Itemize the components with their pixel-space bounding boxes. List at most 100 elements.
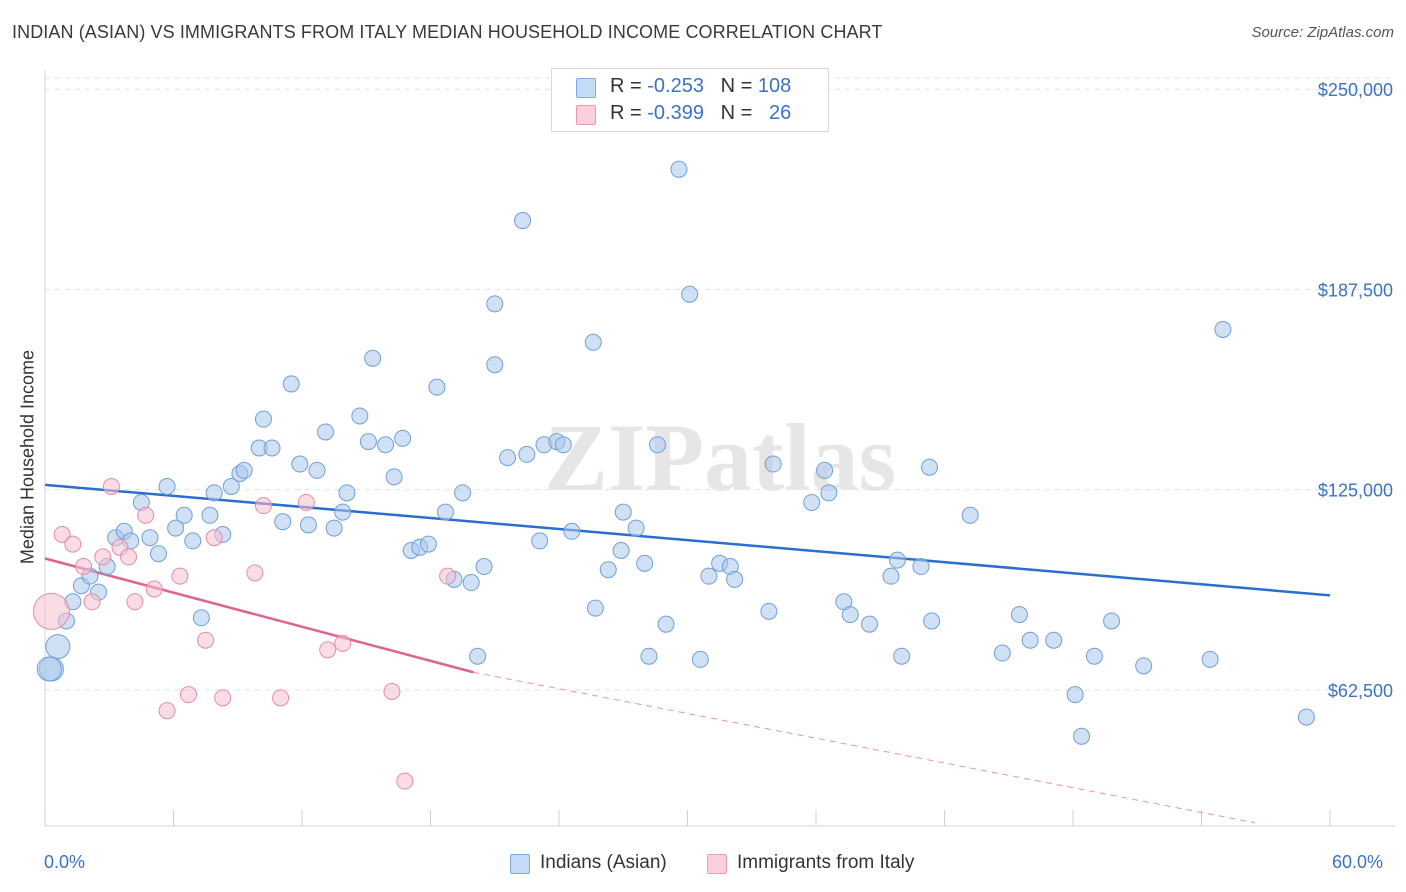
- data-point-italy: [272, 689, 290, 707]
- data-point-indians: [469, 647, 487, 665]
- data-point-indians: [486, 295, 504, 313]
- data-point-indians: [614, 503, 632, 521]
- data-point-indians: [377, 436, 395, 454]
- data-point-indians: [1010, 606, 1028, 624]
- legend-r-label: R =: [610, 75, 642, 97]
- data-point-indians: [518, 445, 536, 463]
- data-point-indians: [175, 506, 193, 524]
- data-point-italy: [145, 580, 163, 598]
- data-point-indians: [649, 436, 667, 454]
- data-point-indians: [681, 285, 699, 303]
- data-point-indians: [385, 468, 403, 486]
- data-point-indians: [364, 349, 382, 367]
- data-point-indians: [299, 516, 317, 534]
- data-point-indians: [338, 484, 356, 502]
- data-point-indians: [475, 558, 493, 576]
- legend-r-value: -0.253: [647, 75, 704, 97]
- data-point-indians: [961, 506, 979, 524]
- data-point-indians: [462, 574, 480, 592]
- data-point-indians: [201, 506, 219, 524]
- data-point-indians: [1066, 686, 1084, 704]
- data-point-italy: [171, 567, 189, 585]
- data-point-indians: [514, 212, 532, 230]
- data-point-indians: [351, 407, 369, 425]
- data-point-indians: [282, 375, 300, 393]
- data-point-indians: [36, 656, 62, 682]
- data-point-indians: [263, 439, 281, 457]
- data-point-indians: [912, 558, 930, 576]
- data-point-indians: [308, 461, 326, 479]
- data-point-indians: [636, 554, 654, 572]
- legend-r-label: R =: [610, 102, 642, 124]
- data-point-indians: [1021, 631, 1039, 649]
- data-point-italy: [319, 641, 337, 659]
- correlation-legend: R = -0.253 N = 108 R = -0.399 N = 26: [551, 68, 829, 132]
- data-point-italy: [32, 592, 70, 630]
- data-point-indians: [563, 522, 581, 540]
- data-point-indians: [167, 519, 185, 537]
- data-point-italy: [64, 535, 82, 553]
- data-point-indians: [158, 477, 176, 495]
- legend-swatch-pink: [576, 105, 596, 125]
- data-point-indians: [531, 532, 549, 550]
- legend-n-value: 108: [757, 75, 792, 97]
- data-point-italy: [75, 558, 93, 576]
- legend-r-value: -0.399: [647, 102, 704, 124]
- data-point-indians: [499, 449, 517, 467]
- data-point-indians: [274, 513, 292, 531]
- data-point-indians: [254, 410, 272, 428]
- data-point-indians: [584, 333, 602, 351]
- data-point-indians: [760, 602, 778, 620]
- data-point-indians: [1045, 631, 1063, 649]
- data-point-indians: [334, 503, 352, 521]
- data-point-indians: [841, 606, 859, 624]
- data-point-italy: [396, 772, 414, 790]
- data-point-italy: [120, 548, 138, 566]
- legend-n-label: N =: [720, 102, 753, 124]
- series-immigrants-italy: [32, 477, 457, 790]
- data-point-indians: [486, 356, 504, 374]
- data-point-indians: [888, 551, 906, 569]
- data-point-indians: [627, 519, 645, 537]
- data-point-italy: [254, 497, 272, 515]
- trend-line-italy-extension: [473, 671, 1256, 824]
- legend-n-label: N =: [720, 75, 753, 97]
- legend-n-value: 26: [769, 102, 792, 124]
- data-point-italy: [297, 493, 315, 511]
- data-point-italy: [334, 634, 352, 652]
- data-point-indians: [554, 436, 572, 454]
- data-point-indians: [586, 599, 604, 617]
- data-point-italy: [246, 564, 264, 582]
- data-point-indians: [141, 529, 159, 547]
- data-point-indians: [612, 542, 630, 560]
- data-point-indians: [803, 493, 821, 511]
- data-point-indians: [861, 615, 879, 633]
- trend-line-italy: [44, 557, 474, 674]
- trend-lines: [44, 483, 1331, 824]
- data-point-indians: [640, 647, 658, 665]
- x-tick-min: 0.0%: [44, 852, 86, 872]
- y-tick-label: $125,000: [1318, 481, 1393, 501]
- data-point-italy: [197, 631, 215, 649]
- data-point-italy: [83, 593, 101, 611]
- data-point-indians: [816, 461, 834, 479]
- legend-label: Indians (Asian): [540, 852, 667, 873]
- watermark: ZIPatlas: [544, 404, 896, 511]
- data-point-indians: [1085, 647, 1103, 665]
- y-tick-label: $62,500: [1328, 681, 1393, 701]
- y-tick-label: $250,000: [1318, 80, 1393, 100]
- x-tick-max: 60.0%: [1332, 852, 1384, 872]
- data-point-indians: [1073, 727, 1091, 745]
- legend-label: Immigrants from Italy: [737, 852, 915, 873]
- data-point-indians: [150, 545, 168, 563]
- data-point-indians: [436, 503, 454, 521]
- data-point-indians: [325, 519, 343, 537]
- data-point-indians: [882, 567, 900, 585]
- data-point-indians: [184, 532, 202, 550]
- data-point-indians: [923, 612, 941, 630]
- data-point-indians: [359, 433, 377, 451]
- data-point-italy: [205, 529, 223, 547]
- data-point-indians: [317, 423, 335, 441]
- data-point-italy: [383, 682, 401, 700]
